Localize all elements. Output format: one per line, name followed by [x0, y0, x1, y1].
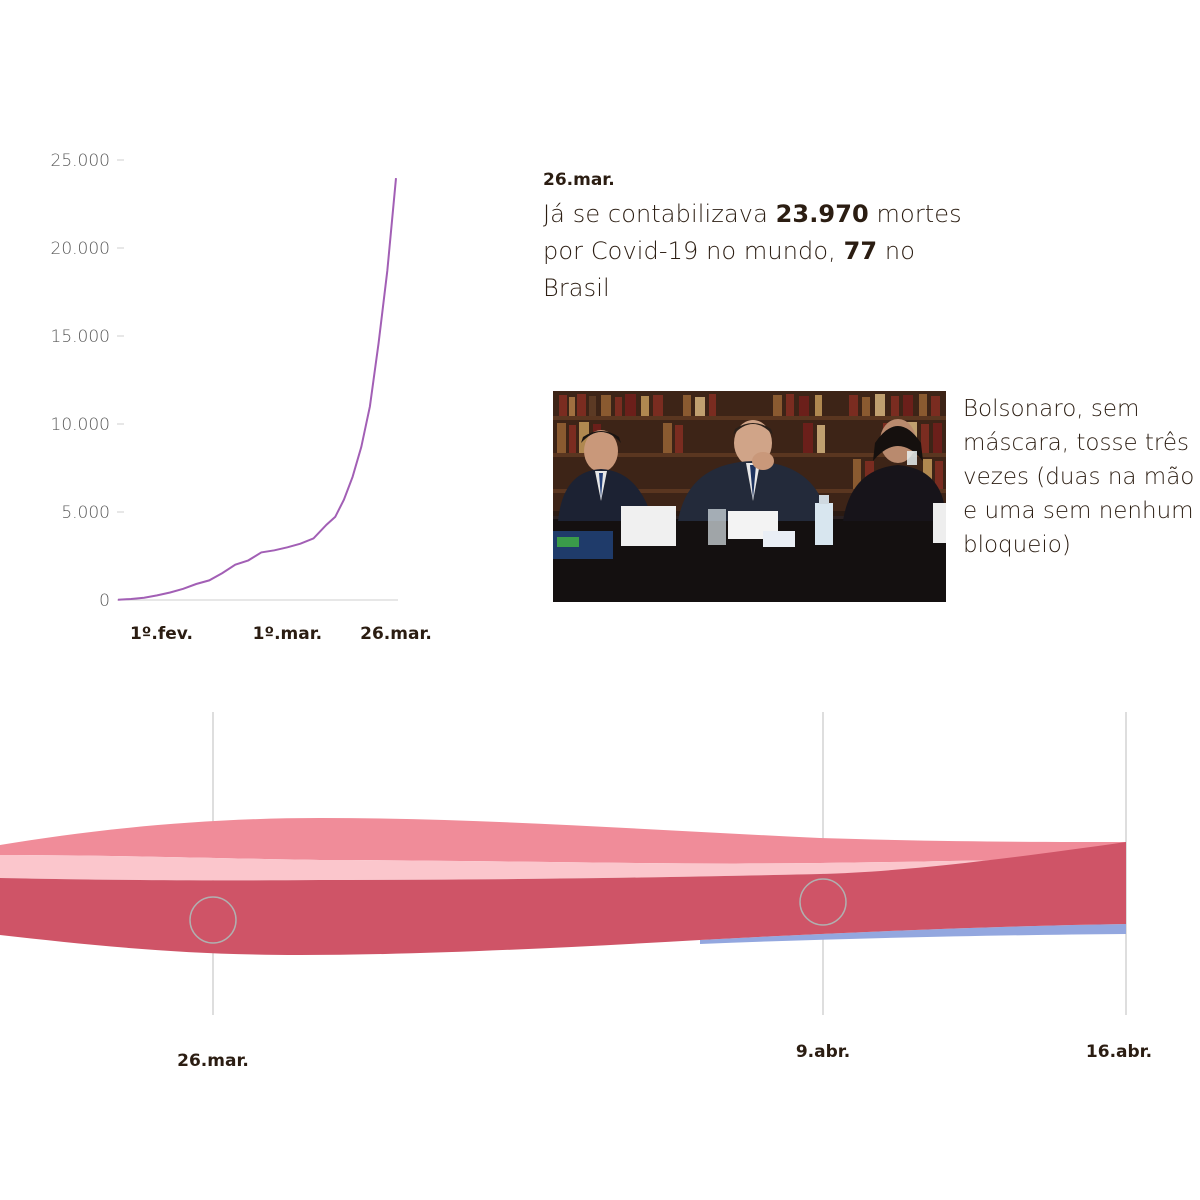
timeline-date-labels: 26.mar. 9.abr. 16.abr.	[177, 1042, 1152, 1071]
timeline-marker-26-mar[interactable]	[189, 896, 237, 944]
deaths-series-line	[117, 178, 397, 601]
stream-layer-top	[0, 818, 1126, 864]
annotation-text: Já se contabilizava 23.970 mortes por Co…	[543, 196, 963, 307]
annotation: 26.mar. Já se contabilizava 23.970 morte…	[543, 170, 963, 307]
timeline-marker-9-abr[interactable]	[799, 878, 847, 926]
annotation-date: 26.mar.	[543, 170, 615, 190]
y-tick-label: 5.000	[61, 503, 110, 523]
stream-layer-blue	[700, 924, 1126, 944]
y-tick-label: 10.000	[51, 415, 110, 435]
press-conference-photo	[553, 391, 946, 602]
annotation-text-pre: Já se contabilizava	[543, 200, 776, 228]
annotation-text-mid: mortes por Covid-19 no mundo,	[543, 200, 962, 265]
world-deaths-value: 23.970	[775, 200, 869, 228]
timeline-date-label: 26.mar.	[177, 1051, 249, 1071]
x-tick-label: 26.mar.	[360, 624, 432, 644]
x-axis: 1º.fev. 1º.mar. 26.mar.	[130, 624, 432, 644]
stream-layer-main	[0, 842, 1126, 955]
x-tick-label: 1º.mar.	[253, 624, 322, 644]
photo-caption: Bolsonaro, sem máscara, tosse três vezes…	[963, 396, 1195, 558]
y-tick-label: 25.000	[51, 151, 110, 171]
timeline-stream-chart: 26.mar. 9.abr. 16.abr.	[0, 712, 1152, 1071]
y-tick-label: 20.000	[51, 239, 110, 259]
annotation-text-post: no Brasil	[543, 237, 916, 302]
y-tick-label: 0	[99, 591, 110, 611]
y-axis: 0 5.000 10.000 15.000 20.000 25.000	[51, 151, 124, 611]
stream-layer-light	[0, 855, 1126, 881]
x-tick-label: 1º.fev.	[130, 624, 193, 644]
y-tick-label: 15.000	[51, 327, 110, 347]
brazil-deaths-value: 77	[843, 237, 878, 265]
timeline-date-label: 9.abr.	[796, 1042, 850, 1062]
timeline-date-label: 16.abr.	[1086, 1042, 1152, 1062]
